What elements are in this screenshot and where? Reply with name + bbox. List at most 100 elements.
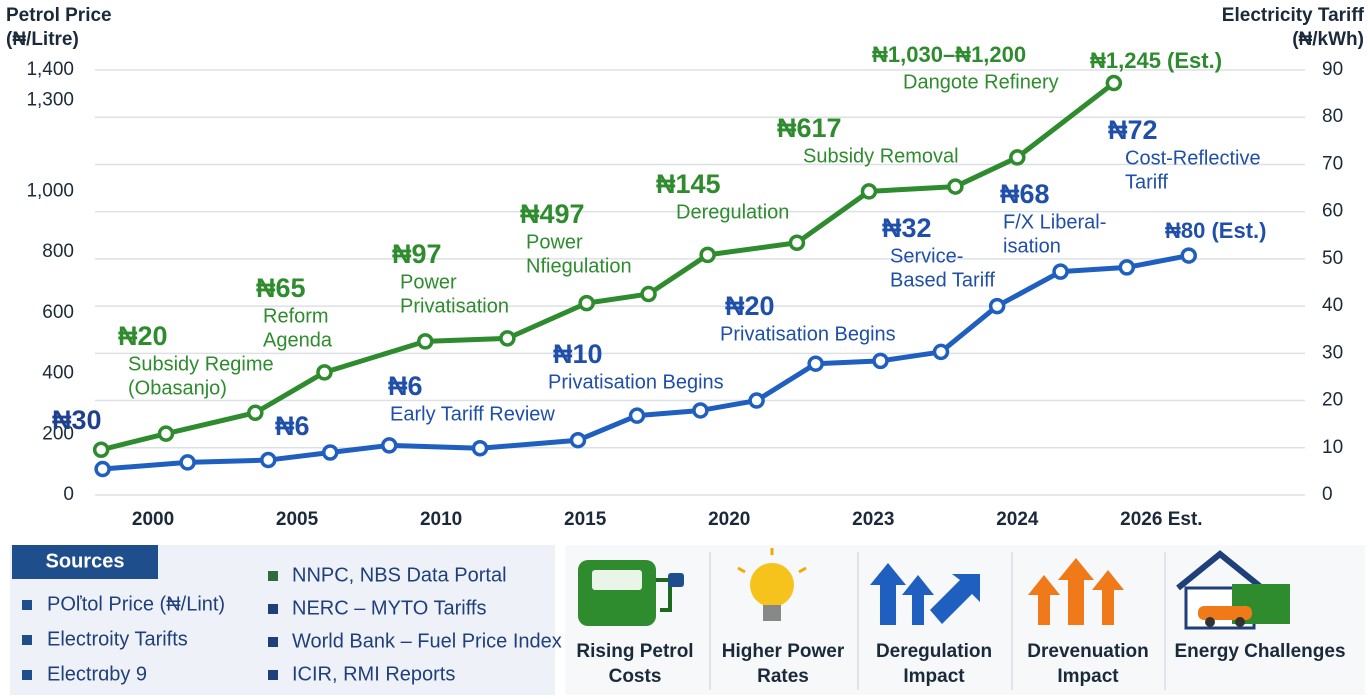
source-item: Electrɑby 9 — [47, 663, 147, 685]
annotation-value: ₦80 (Est.) — [1165, 218, 1266, 243]
bullet — [22, 670, 32, 680]
annotation-label: Agenda — [263, 329, 333, 351]
data-point — [499, 330, 516, 347]
annotation-label: F/X Liberal- — [1003, 211, 1106, 233]
annotation-label: Power — [400, 271, 457, 293]
y2-tick-label: 10 — [1322, 437, 1343, 458]
annotation-label: Deregulation — [676, 201, 789, 223]
card-title: Rates — [757, 666, 809, 687]
data-point — [1180, 247, 1197, 264]
y2-tick-label: 50 — [1322, 248, 1343, 269]
bullet — [268, 571, 278, 581]
data-point — [417, 333, 434, 350]
annotation-value: ₦10 — [553, 339, 603, 369]
annotation-label: Cost-Reflective — [1125, 147, 1261, 169]
annotation-label: Based Tariff — [890, 269, 995, 291]
y2-tick-label: 70 — [1322, 153, 1343, 174]
y-tick-label: 400 — [42, 363, 74, 384]
x-tick-label: 2000 — [132, 509, 174, 530]
data-point — [1052, 263, 1069, 280]
bullet — [268, 670, 278, 680]
orange-arrows-icon — [1028, 558, 1124, 625]
source-item: NNPC, NBS Data Portal — [292, 564, 507, 586]
data-point — [260, 451, 277, 469]
data-point — [947, 178, 964, 195]
annotation-value: ₦72 — [1108, 115, 1158, 145]
y2-tick-label: 0 — [1322, 484, 1333, 505]
annotation-value: ₦97 — [392, 239, 442, 269]
card-title: Impact — [903, 666, 965, 687]
y-tick-label: 600 — [42, 302, 74, 323]
up-arrows-icon — [870, 563, 980, 625]
annotation-value: ₦6 — [275, 411, 310, 441]
data-point — [988, 297, 1006, 315]
y-tick-label: 1,000 — [26, 180, 74, 201]
annotation-label: Service- — [890, 245, 963, 267]
x-tick-label: 2015 — [564, 509, 607, 530]
card-title: Rising Petrol — [576, 641, 693, 662]
annotation-value: ₦617 — [777, 113, 842, 143]
data-point — [157, 425, 175, 442]
annotation-value: ₦1,030–₦1,200 — [872, 42, 1026, 67]
data-point — [569, 431, 587, 449]
annotation-label: Early Tariff Review — [390, 403, 555, 425]
data-point — [640, 285, 657, 303]
data-point — [321, 444, 339, 461]
annotation-label: Privatisation Begins — [548, 371, 724, 393]
annotation-value: ₦1,245 (Est.) — [1090, 48, 1222, 73]
data-point — [247, 404, 264, 421]
data-point — [628, 407, 646, 424]
data-point — [381, 437, 398, 454]
y2-tick-label: 80 — [1322, 106, 1343, 127]
x-tick-label: 2023 — [852, 509, 894, 530]
sources-title: Sources — [46, 550, 125, 572]
source-item: NERC – MYTO Tariffs — [292, 597, 487, 619]
y2-tick-label: 30 — [1322, 342, 1343, 363]
card-title: Impact — [1057, 666, 1119, 687]
card-title: Higher Power — [722, 641, 845, 662]
source-item: Electroity Tarifts — [47, 628, 188, 650]
y-tick-label: 800 — [42, 241, 74, 262]
bullet — [268, 604, 278, 614]
y2-tick-label: 20 — [1322, 390, 1343, 411]
data-point — [94, 460, 111, 478]
annotation-value: ₦6 — [388, 371, 423, 401]
x-tick-label: 2005 — [276, 509, 319, 530]
data-point — [471, 440, 489, 457]
data-point — [860, 183, 878, 200]
data-point — [1118, 259, 1136, 276]
x-tick-label: 2026 Est. — [1120, 509, 1202, 530]
bullet — [22, 635, 32, 645]
annotation-value: ₦20 — [725, 291, 775, 321]
annotation-label: isation — [1003, 235, 1061, 257]
data-point — [748, 392, 765, 409]
y-tick-label: 0 — [63, 484, 74, 505]
data-point — [92, 441, 110, 459]
data-point — [1105, 74, 1123, 92]
source-item: POľtol Price (₦/Lint) — [47, 593, 225, 615]
y-tick-label: 1,400 — [26, 59, 74, 80]
annotation-label: Reform — [263, 305, 329, 327]
x-tick-label: 2010 — [420, 509, 462, 530]
bullet — [268, 637, 278, 647]
x-tick-label: 2024 — [996, 509, 1039, 530]
annotation-value: ₦30 — [52, 405, 102, 435]
annotation-label: Power — [526, 231, 583, 253]
y-axis-title: Petrol Price — [6, 5, 112, 26]
annotation-label: Privatisation Begins — [720, 323, 896, 345]
y2-axis-title: (₦/kWh) — [1292, 29, 1364, 50]
x-tick-label: 2020 — [708, 509, 750, 530]
card-title: Costs — [609, 666, 662, 687]
bulb-icon — [737, 548, 807, 621]
annotation-label: Dangote Refinery — [903, 71, 1059, 93]
series-line — [100, 81, 1116, 453]
annotation-label: (Obasanjo) — [128, 377, 227, 399]
annotation-label: Subsidy Removal — [803, 145, 959, 167]
data-point — [316, 364, 333, 381]
source-item: World Bank – Fuel Price Index — [292, 630, 562, 652]
data-point — [1009, 149, 1026, 166]
data-point — [578, 294, 595, 312]
y2-tick-label: 90 — [1322, 59, 1343, 80]
annotation-value: ₦20 — [118, 321, 168, 351]
